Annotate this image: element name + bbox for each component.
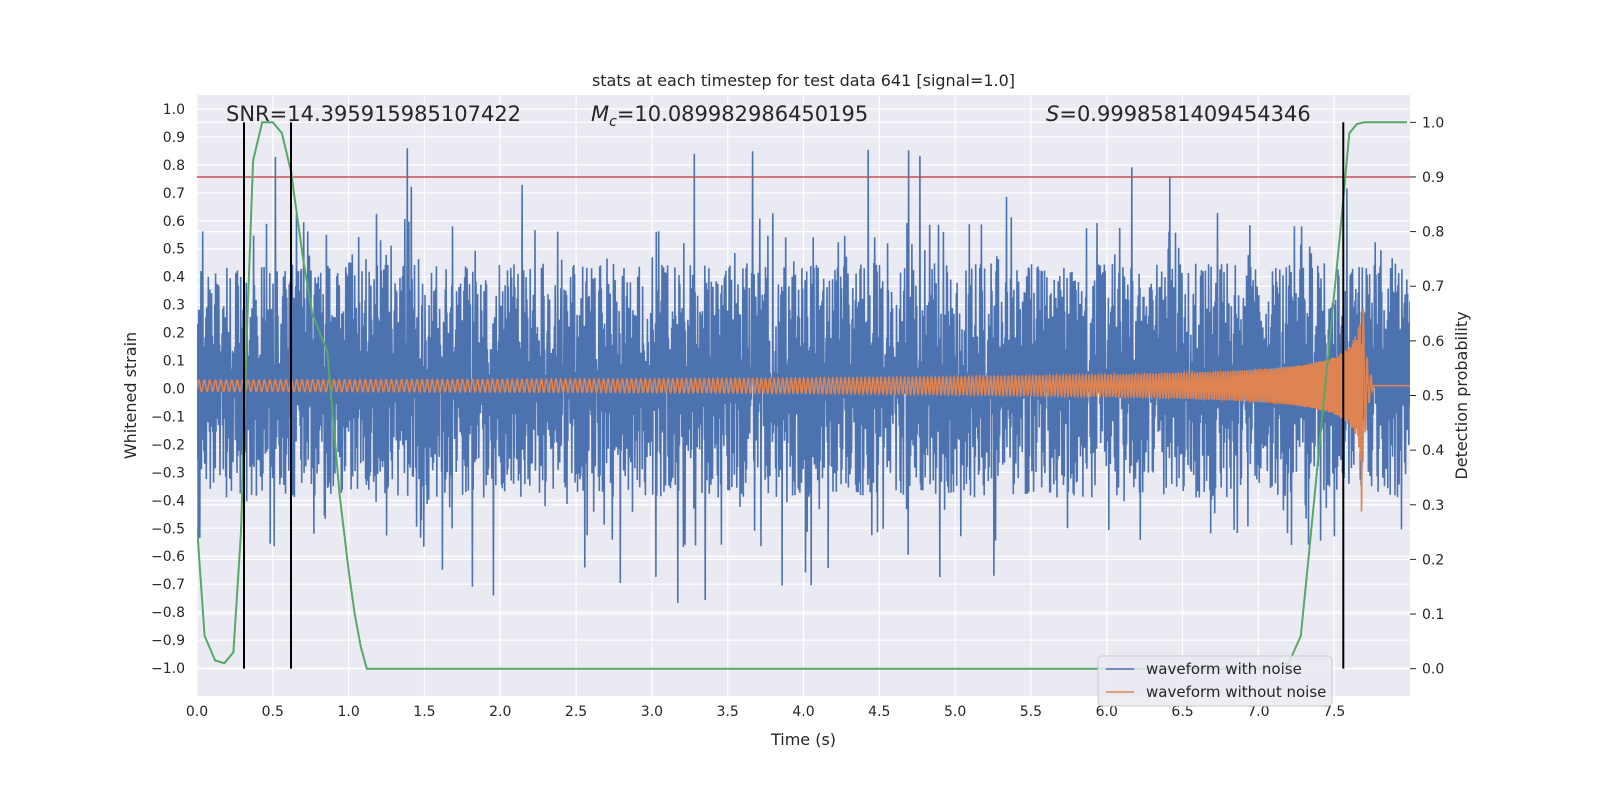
y-tick-label: 0.2 (163, 326, 185, 342)
y-tick-label: −0.4 (151, 493, 185, 509)
series-detection-probability (197, 121, 1407, 670)
x-tick-label: 5.0 (944, 704, 966, 720)
x-axis-label: Time (s) (770, 730, 836, 749)
y-tick-label: −0.8 (151, 605, 185, 621)
y-tick-label: 1.0 (163, 102, 185, 118)
legend-box (1097, 655, 1333, 707)
y-axis-label: Whitened strain (121, 332, 140, 459)
y-tick-label: 0.4 (163, 270, 185, 286)
legend: waveform with noise waveform without noi… (1097, 655, 1333, 707)
y-tick-labels: 1.0 0.9 0.8 0.7 0.6 0.5 0.4 0.3 0.2 0.1 0.0 −0.1 −0.… (151, 102, 185, 677)
x-tick-label: 5.5 (1020, 704, 1042, 720)
y-right-tick-label: 0.7 (1422, 279, 1444, 295)
y-right-tick-label: 0.5 (1422, 389, 1444, 405)
vertical-markers (243, 122, 1345, 669)
x-tick-label: 3.0 (641, 704, 663, 720)
y-right-tick-label: 0.4 (1422, 443, 1444, 459)
mc-symbol: M (591, 102, 609, 126)
chart-title: stats at each timestep for test data 641… (592, 71, 1015, 90)
snr-annotation: SNR=14.395915985107422 (226, 102, 521, 126)
y-tick-label: 0.3 (163, 298, 185, 314)
x-tick-label: 1.0 (337, 704, 359, 720)
y-right-tick-label: 0.6 (1422, 334, 1444, 350)
x-tick-label: 0.5 (262, 704, 284, 720)
x-tick-label: 6.5 (1171, 704, 1193, 720)
y-tick-label: 0.1 (163, 354, 185, 370)
x-tick-label: 7.0 (1247, 704, 1269, 720)
x-tick-label: 2.5 (565, 704, 587, 720)
x-tick-label: 3.5 (717, 704, 739, 720)
y-right-tick-label: 1.0 (1422, 115, 1444, 131)
significance-annotation: S=0.9998581409454346 (1046, 102, 1311, 126)
y-tick-label: −0.7 (151, 577, 185, 593)
y-right-tick-label: 0.0 (1422, 662, 1444, 678)
y-tick-label: 0.5 (163, 242, 185, 258)
x-tick-label: 0.0 (186, 704, 208, 720)
x-tick-label: 2.0 (489, 704, 511, 720)
legend-label-clean: waveform without noise (1146, 683, 1326, 701)
y-tick-label: −1.0 (151, 661, 185, 677)
y-tick-label: 0.7 (163, 186, 185, 202)
y-tick-label: −0.9 (151, 633, 185, 649)
x-tick-labels: 0.0 0.5 1.0 1.5 2.0 2.5 3.0 3.5 4.0 4.5 5.0 5.5 6.0 6… (186, 704, 1345, 720)
x-tick-label: 7.5 (1323, 704, 1345, 720)
y-right-axis-label: Detection probability (1452, 311, 1471, 479)
mc-value: =10.089982986450195 (617, 102, 868, 126)
series-waveform-without-noise (197, 308, 1410, 512)
y-right-tick-label: 0.2 (1422, 552, 1444, 568)
y-tick-label: 0.0 (163, 382, 185, 398)
y-right-tick-label: 0.3 (1422, 498, 1444, 514)
series-waveform-with-noise (197, 148, 1410, 604)
s-value: =0.9998581409454346 (1059, 102, 1310, 126)
y-tick-label: −0.3 (151, 465, 185, 481)
y-right-tick-label: 0.8 (1422, 225, 1444, 241)
x-tick-label: 4.5 (868, 704, 890, 720)
y-tick-label: 0.8 (163, 158, 185, 174)
x-tick-label: 4.0 (792, 704, 814, 720)
legend-label-noise: waveform with noise (1146, 660, 1302, 678)
chirp-mass-annotation: Mc=10.089982986450195 (591, 102, 868, 130)
y-tick-label: −0.2 (151, 437, 185, 453)
s-symbol: S (1046, 102, 1059, 126)
x-tick-label: 1.5 (413, 704, 435, 720)
y-right-tick-label: 0.1 (1422, 607, 1444, 623)
x-tick-label: 6.0 (1096, 704, 1118, 720)
y-tick-label: 0.6 (163, 214, 185, 230)
y-right-tick-labels: 1.0 0.9 0.8 0.7 0.6 0.5 0.4 0.3 0.2 0.1 0.0 (1410, 115, 1444, 678)
y-tick-label: −0.6 (151, 549, 185, 565)
y-tick-label: −0.1 (151, 409, 185, 425)
y-tick-label: 0.9 (163, 130, 185, 146)
y-tick-label: −0.5 (151, 521, 185, 537)
mc-subscript: c (609, 114, 617, 130)
y-right-tick-label: 0.9 (1422, 170, 1444, 186)
